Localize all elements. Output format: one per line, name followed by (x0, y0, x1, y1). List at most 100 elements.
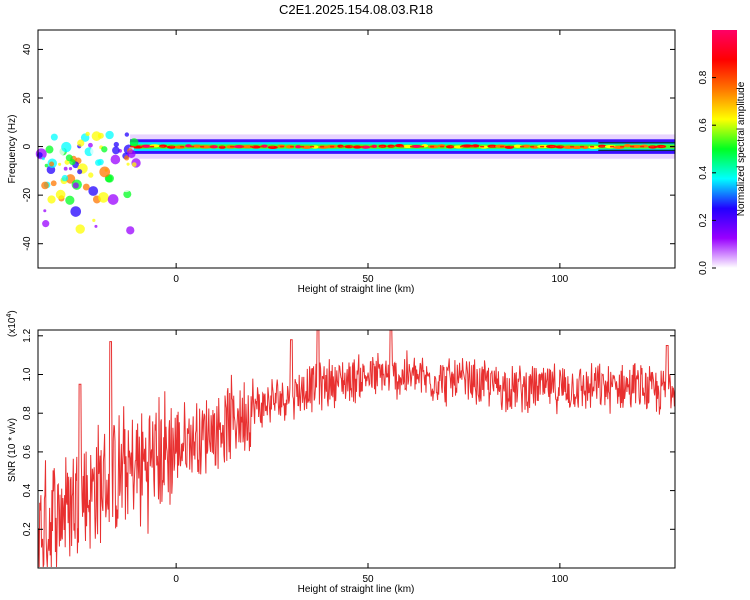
heatmap-cell (70, 206, 82, 217)
colorbar-ticks: 0.0 0.2 0.4 0.6 0.8 (698, 70, 716, 275)
heatmap-cell (88, 186, 99, 196)
x-tick-label: 50 (362, 574, 374, 585)
heatmap-cell (50, 180, 57, 187)
heatmap-cell (77, 139, 85, 147)
colorbar-tick-label: 0.4 (698, 165, 709, 179)
heatmap-cell (124, 155, 130, 161)
heatmap-cell (88, 172, 94, 178)
snr-line (37, 329, 676, 568)
heatmap-cell (65, 195, 75, 205)
heatmap-cell (92, 178, 104, 190)
heatmap-cell (50, 133, 58, 141)
snr-x-ticks: 0 50 100 (173, 330, 569, 585)
x-tick-label: 100 (552, 574, 569, 585)
heatmap-cell (61, 174, 69, 182)
snr-y-ticks: 0.2 0.4 0.6 0.8 1.0 1.2 (22, 328, 675, 536)
heatmap-cell (45, 145, 54, 154)
heatmap-cell (192, 144, 201, 148)
heatmap-cell (69, 158, 76, 166)
heatmap-cell (44, 163, 49, 168)
heatmap-cell (127, 149, 136, 159)
snr-frame (37, 329, 676, 569)
heatmap-cell (623, 144, 632, 148)
heatmap-cell (41, 157, 45, 161)
colorbar-label: Normalized spectral amplitude (736, 81, 747, 216)
x-tick-label: 100 (552, 274, 569, 285)
heatmap-x-ticks: 0 50 100 (173, 30, 569, 285)
y-tick-label: 0.2 (22, 522, 33, 536)
heatmap-cell (121, 182, 131, 193)
heatmap-cell (41, 181, 49, 190)
heatmap-cell (77, 169, 83, 175)
y-tick-label: 40 (22, 43, 33, 55)
heatmap-cell (113, 141, 119, 148)
heatmap-cell (126, 226, 135, 235)
colorbar-tick-label: 0.0 (698, 261, 709, 275)
heatmap-cell (129, 138, 139, 147)
heatmap-x-label: Height of straight line (km) (298, 284, 415, 295)
y-tick-label: -20 (22, 187, 33, 202)
snr-multiplier-close: ) (7, 310, 18, 313)
heatmap-cell (68, 167, 73, 171)
heatmap-cell (124, 132, 130, 137)
heatmap-cell (88, 142, 93, 148)
heatmap-cell (49, 161, 55, 167)
heatmap-cell (185, 144, 192, 148)
heatmap-cell (513, 144, 522, 148)
figure-title: C2E1.2025.154.08.03.R18 (279, 2, 433, 17)
heatmap-cell (98, 192, 109, 203)
heatmap-cell (63, 166, 68, 171)
heatmap-cell (61, 141, 72, 153)
snr-y-label: SNR (10 * v/v) (7, 418, 18, 482)
snr-series (37, 329, 676, 568)
heatmap-cell (295, 145, 302, 149)
heatmap-cell (301, 145, 312, 149)
heatmap-cell (92, 218, 96, 222)
heatmap-y-label: Frequency (Hz) (7, 115, 18, 184)
heatmap-cell (352, 145, 362, 149)
heatmap-cell (571, 145, 582, 150)
heatmap-cell (99, 166, 111, 178)
heatmap-cell (82, 183, 90, 191)
heatmap-cell (94, 224, 98, 228)
heatmap-cell (85, 131, 90, 137)
y-tick-label: 0.8 (22, 406, 33, 420)
snr-multiplier-exp: 4 (6, 314, 13, 318)
heatmap-cells (35, 130, 676, 235)
heatmap-cell (58, 162, 62, 166)
heatmap-cell (81, 157, 89, 165)
y-tick-label: 1.2 (22, 328, 33, 342)
heatmap-cell (43, 209, 47, 213)
x-tick-label: 50 (362, 274, 374, 285)
snr-multiplier: (x104) (6, 310, 18, 337)
y-tick-label: 20 (22, 92, 33, 104)
y-tick-label: -40 (22, 236, 33, 251)
heatmap-cell (72, 182, 79, 189)
heatmap-cell (123, 190, 132, 199)
snr-panel: 0 50 100 0.2 0.4 0.6 0.8 1.0 1.2 Height of stra… (6, 310, 676, 595)
heatmap-cell (126, 162, 130, 166)
heatmap-panel: 0 50 100 -40 -20 0 20 40 Height of straight li… (7, 29, 676, 295)
heatmap-cell (97, 132, 104, 139)
y-tick-label: 0.6 (22, 445, 33, 459)
heatmap-cell (42, 220, 50, 228)
heatmap-cell (75, 224, 85, 234)
snr-x-label: Height of straight line (km) (298, 584, 415, 595)
x-tick-label: 0 (173, 574, 179, 585)
colorbar-gradient (712, 30, 737, 268)
y-tick-label: 0 (22, 143, 33, 149)
snr-multiplier-base: (x10 (7, 317, 18, 337)
colorbar-tick-label: 0.2 (698, 213, 709, 227)
heatmap-cell (112, 146, 120, 155)
heatmap-cell (107, 194, 119, 205)
y-tick-label: 1.0 (22, 367, 33, 381)
colorbar-tick-label: 0.6 (698, 118, 709, 132)
heatmap-cell (65, 174, 76, 184)
heatmap-cell (55, 189, 66, 200)
heatmap-cell (105, 130, 114, 140)
heatmap-cell (47, 195, 56, 204)
heatmap-cell (95, 159, 102, 166)
heatmap-cell (101, 146, 108, 153)
heatmap-y-ticks: -40 -20 0 20 40 (22, 43, 675, 251)
